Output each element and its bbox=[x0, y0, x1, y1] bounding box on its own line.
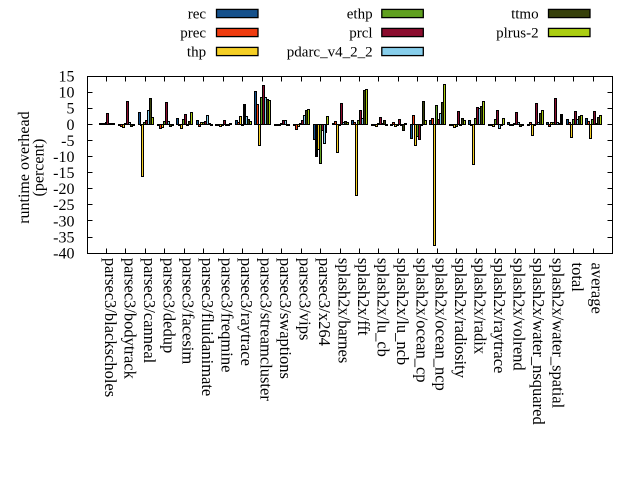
svg-text:0: 0 bbox=[67, 117, 75, 134]
svg-text:ethp: ethp bbox=[347, 6, 373, 22]
svg-text:parsec3/raytrace: parsec3/raytrace bbox=[237, 258, 256, 366]
svg-text:splash2x/water_nsquared: splash2x/water_nsquared bbox=[529, 258, 548, 426]
svg-text:parsec3/streamcluster: parsec3/streamcluster bbox=[257, 258, 276, 401]
svg-text:average: average bbox=[587, 263, 606, 314]
svg-text:parsec3/blackscholes: parsec3/blackscholes bbox=[101, 258, 120, 397]
svg-text:-25: -25 bbox=[53, 197, 74, 214]
svg-text:-20: -20 bbox=[53, 181, 74, 198]
svg-text:parsec3/bodytrack: parsec3/bodytrack bbox=[120, 258, 139, 380]
svg-text:parsec3/x264: parsec3/x264 bbox=[315, 258, 334, 346]
svg-text:10: 10 bbox=[59, 85, 75, 102]
svg-text:pdarc_v4_2_2: pdarc_v4_2_2 bbox=[287, 44, 373, 60]
svg-text:rec: rec bbox=[188, 6, 207, 22]
svg-text:plrus-2: plrus-2 bbox=[496, 25, 539, 41]
svg-text:splash2x/ocean_cp: splash2x/ocean_cp bbox=[412, 258, 431, 383]
svg-text:splash2x/radiosity: splash2x/radiosity bbox=[451, 258, 470, 379]
svg-text:splash2x/ocean_ncp: splash2x/ocean_ncp bbox=[432, 258, 451, 391]
svg-text:15: 15 bbox=[59, 69, 75, 86]
svg-text:parsec3/freqmine: parsec3/freqmine bbox=[218, 258, 237, 373]
svg-text:(percent): (percent) bbox=[30, 139, 47, 197]
svg-text:parsec3/vips: parsec3/vips bbox=[295, 258, 314, 340]
svg-text:splash2x/raytrace: splash2x/raytrace bbox=[490, 258, 509, 373]
svg-text:splash2x/lu_cb: splash2x/lu_cb bbox=[373, 258, 392, 357]
svg-text:parsec3/canneal: parsec3/canneal bbox=[140, 258, 159, 364]
svg-text:total: total bbox=[568, 263, 587, 293]
svg-text:runtime overhead: runtime overhead bbox=[16, 111, 33, 223]
svg-text:splash2x/lu_ncb: splash2x/lu_ncb bbox=[393, 258, 412, 365]
svg-text:parsec3/swaptions: parsec3/swaptions bbox=[276, 258, 295, 379]
svg-text:prec: prec bbox=[180, 25, 206, 41]
svg-text:parsec3/fluidanimate: parsec3/fluidanimate bbox=[198, 258, 217, 396]
svg-text:splash2x/water_spatial: splash2x/water_spatial bbox=[549, 258, 568, 409]
svg-text:-15: -15 bbox=[53, 165, 74, 182]
svg-text:splash2x/radix: splash2x/radix bbox=[471, 258, 490, 355]
svg-text:5: 5 bbox=[67, 101, 75, 118]
svg-text:splash2x/fft: splash2x/fft bbox=[354, 258, 373, 336]
svg-text:-5: -5 bbox=[61, 133, 74, 150]
svg-text:-40: -40 bbox=[53, 245, 74, 262]
svg-text:splash2x/volrend: splash2x/volrend bbox=[510, 258, 529, 371]
svg-text:-35: -35 bbox=[53, 229, 74, 246]
svg-text:ttmo: ttmo bbox=[511, 6, 539, 22]
svg-text:splash2x/barnes: splash2x/barnes bbox=[334, 258, 353, 363]
svg-text:parsec3/facesim: parsec3/facesim bbox=[179, 258, 198, 364]
svg-text:-10: -10 bbox=[53, 149, 74, 166]
svg-text:thp: thp bbox=[187, 44, 206, 60]
svg-text:parsec3/dedup: parsec3/dedup bbox=[159, 258, 178, 353]
svg-text:prcl: prcl bbox=[349, 25, 372, 41]
svg-text:-30: -30 bbox=[53, 213, 74, 230]
